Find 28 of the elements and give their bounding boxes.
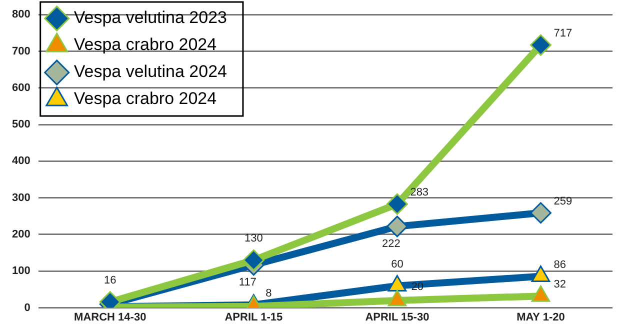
data-label: 32: [554, 278, 566, 291]
x-tick-label: MAY 1-20: [516, 311, 565, 324]
legend-label: Vespa velutina 2023: [74, 8, 227, 28]
data-label: 717: [554, 28, 572, 40]
legend-label: Vespa crabro 2024: [74, 89, 217, 108]
y-tick-label: 100: [12, 265, 30, 278]
y-tick-label: 400: [12, 155, 30, 168]
x-tick-label: APRIL 1-15: [224, 311, 283, 324]
data-label: 259: [554, 195, 572, 208]
data-label: 60: [391, 258, 404, 270]
y-tick-label: 600: [12, 82, 30, 94]
y-tick-label: 500: [12, 118, 30, 131]
x-tick-label: APRIL 15-30: [365, 311, 430, 324]
legend-label: Vespa velutina 2024: [74, 62, 227, 82]
data-label: 283: [410, 186, 429, 199]
y-tick-label: 200: [12, 228, 30, 241]
data-label: 130: [244, 232, 263, 245]
legend-label: Vespa crabro 2024: [74, 35, 217, 54]
y-tick-label: 0: [24, 302, 30, 314]
data-label: 222: [382, 238, 400, 250]
y-tick-label: 700: [12, 45, 30, 58]
y-tick-label: 800: [12, 8, 30, 21]
data-label: 16: [104, 274, 116, 286]
y-tick-label: 300: [12, 192, 30, 204]
data-label: 117: [238, 276, 256, 288]
x-tick-label: MARCH 14-30: [74, 311, 146, 324]
data-label: 8: [266, 287, 272, 300]
data-label: 86: [554, 258, 566, 271]
